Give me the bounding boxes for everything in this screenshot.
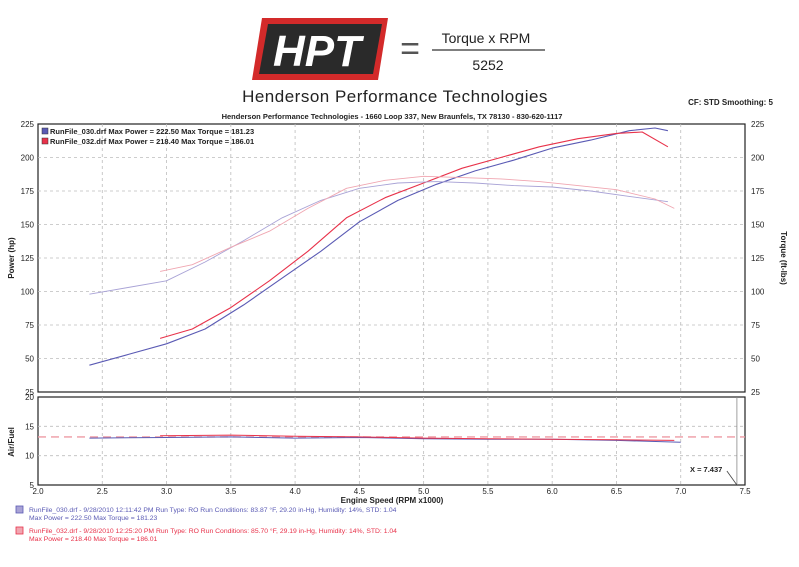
rpm-tick-label: 5.5 bbox=[482, 487, 494, 496]
afr-line-runfile-032-afr bbox=[160, 434, 675, 441]
torque-tick-label: 175 bbox=[751, 187, 765, 196]
afr-plot-frame bbox=[37, 396, 746, 486]
formula-denominator: 5252 bbox=[472, 57, 503, 73]
rpm-tick-label: 3.5 bbox=[225, 487, 237, 496]
torque-tick-label: 225 bbox=[751, 120, 765, 129]
series-line-runfile-030-power bbox=[89, 127, 669, 366]
run1-detail-line1: RunFile_030.drf - 9/28/2010 12:11:42 PM … bbox=[29, 506, 397, 514]
logo-text: HPT bbox=[273, 27, 364, 76]
company-name: Henderson Performance Technologies bbox=[242, 87, 548, 106]
torque-axis-label: Torque (ft-lbs) bbox=[779, 231, 788, 285]
run-details: RunFile_030.drf - 9/28/2010 12:11:42 PM … bbox=[15, 505, 397, 543]
torque-tick-label: 100 bbox=[751, 288, 765, 297]
address-line: Henderson Performance Technologies - 166… bbox=[222, 112, 563, 121]
power-torque-chart: 25 50 75 100 125 150 175 200 225 25 50 75 100 125 150… bbox=[7, 120, 788, 397]
air-fuel-chart: 5 10 15 20 Air/Fuel X = 7.437 bbox=[7, 393, 746, 490]
power-axis-ticks: 25 50 75 100 125 150 175 200 225 bbox=[21, 120, 35, 397]
power-tick-label: 50 bbox=[25, 355, 34, 364]
afr-axis-label: Air/Fuel bbox=[7, 427, 16, 457]
run2-detail-line2: Max Power = 218.40 Max Torque = 186.01 bbox=[29, 536, 158, 543]
rpm-axis-ticks: 2.0 2.5 3.0 3.5 4.0 4.5 5.0 5.5 6.0 6.5 7.0 7.5 bbox=[32, 487, 751, 496]
afr-tick-label: 15 bbox=[25, 422, 34, 431]
legend-run2: RunFile_032.drf Max Power = 218.40 Max T… bbox=[50, 137, 254, 146]
rpm-tick-label: 7.5 bbox=[739, 487, 751, 496]
formula-numerator: Torque x RPM bbox=[442, 30, 531, 46]
power-tick-label: 25 bbox=[25, 388, 34, 397]
afr-tick-label: 20 bbox=[25, 393, 34, 402]
power-tick-label: 125 bbox=[21, 254, 35, 263]
rpm-tick-label: 6.5 bbox=[611, 487, 623, 496]
rpm-tick-label: 3.0 bbox=[161, 487, 173, 496]
afr-grid bbox=[38, 397, 745, 485]
rpm-tick-label: 4.5 bbox=[354, 487, 366, 496]
hpt-logo: HPT bbox=[252, 18, 388, 80]
run2-swatch bbox=[15, 526, 24, 535]
main-grid bbox=[38, 124, 745, 392]
torque-tick-label: 125 bbox=[751, 254, 765, 263]
power-axis-label: Power (hp) bbox=[7, 237, 16, 279]
torque-axis-ticks: 25 50 75 100 125 150 175 200 225 bbox=[751, 120, 765, 397]
main-series bbox=[89, 127, 675, 366]
rpm-axis-label: Engine Speed (RPM x1000) bbox=[341, 496, 444, 505]
legend-swatch-run1 bbox=[41, 127, 49, 135]
formula-equals: = bbox=[400, 30, 420, 68]
afr-series bbox=[38, 397, 745, 486]
afr-tick-label: 5 bbox=[30, 481, 35, 490]
rpm-tick-label: 7.0 bbox=[675, 487, 687, 496]
run1-detail-line2: Max Power = 222.50 Max Torque = 181.23 bbox=[29, 515, 158, 522]
series-line-runfile-030-torque bbox=[89, 181, 668, 295]
power-tick-label: 225 bbox=[21, 120, 35, 129]
run2-detail-line1: RunFile_032.drf - 9/28/2010 12:25:20 PM … bbox=[29, 527, 397, 535]
power-tick-label: 150 bbox=[21, 221, 35, 230]
power-tick-label: 200 bbox=[21, 154, 35, 163]
cursor-pointer bbox=[726, 470, 738, 486]
power-tick-label: 100 bbox=[21, 288, 35, 297]
torque-tick-label: 200 bbox=[751, 154, 765, 163]
torque-tick-label: 75 bbox=[751, 321, 760, 330]
power-tick-label: 75 bbox=[25, 321, 34, 330]
rpm-tick-label: 4.0 bbox=[290, 487, 302, 496]
rpm-tick-label: 5.0 bbox=[418, 487, 430, 496]
afr-tick-label: 10 bbox=[25, 452, 34, 461]
legend-run1: RunFile_030.drf Max Power = 222.50 Max T… bbox=[50, 127, 254, 136]
torque-tick-label: 25 bbox=[751, 388, 760, 397]
torque-tick-label: 50 bbox=[751, 355, 760, 364]
rpm-tick-label: 2.0 bbox=[32, 487, 44, 496]
rpm-tick-label: 6.0 bbox=[547, 487, 559, 496]
settings-readout: CF: STD Smoothing: 5 bbox=[688, 98, 773, 107]
cursor-readout: X = 7.437 bbox=[690, 465, 722, 474]
power-tick-label: 175 bbox=[21, 187, 35, 196]
afr-axis-ticks: 5 10 15 20 bbox=[25, 393, 34, 490]
torque-tick-label: 150 bbox=[751, 221, 765, 230]
series-line-runfile-032-power bbox=[159, 131, 669, 339]
legend-swatch-run2 bbox=[41, 137, 49, 145]
chart-legend: RunFile_030.drf Max Power = 222.50 Max T… bbox=[41, 127, 254, 146]
run1-swatch bbox=[15, 505, 24, 514]
rpm-tick-label: 2.5 bbox=[97, 487, 109, 496]
series-line-runfile-032-torque bbox=[160, 175, 675, 272]
